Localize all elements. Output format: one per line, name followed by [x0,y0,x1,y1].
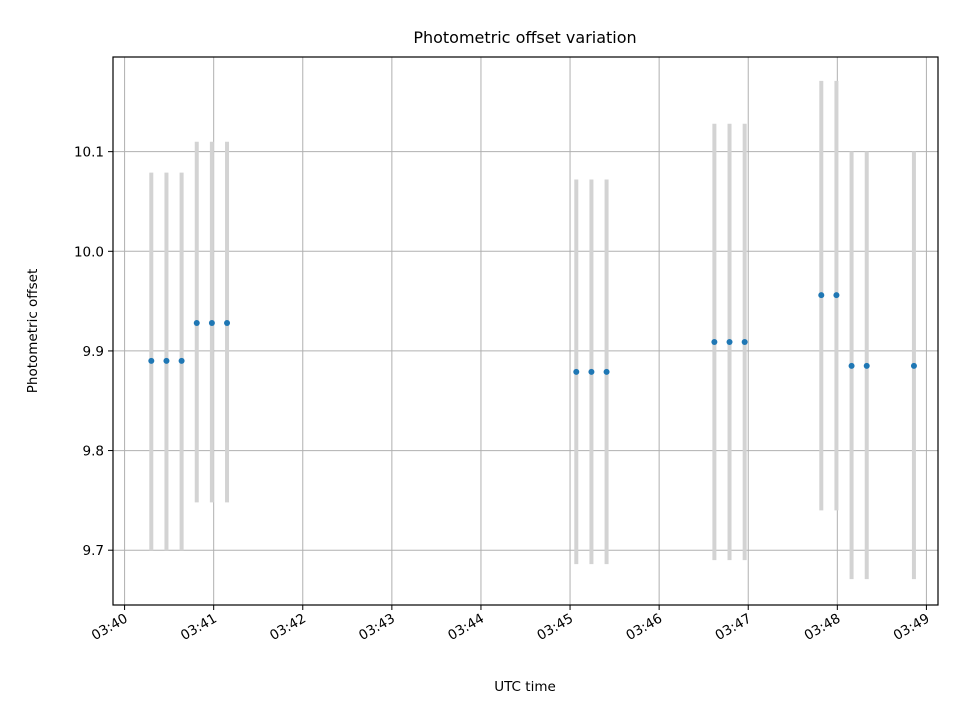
y-tick-label: 9.7 [83,543,104,559]
y-axis-label: Photometric offset [25,269,41,393]
data-point [208,320,215,327]
y-tick-label: 9.8 [83,444,104,460]
data-point [178,357,185,364]
y-tick-label: 10.0 [74,244,104,260]
y-axis-ticks: 9.7 9.8 9.9 10.0 10.1 [74,145,113,559]
data-point [573,368,580,375]
data-point [148,357,155,364]
data-point [588,368,595,375]
data-point [741,338,748,345]
data-point [163,357,170,364]
x-axis-label: UTC time [494,679,556,695]
data-point [603,368,610,375]
data-point [224,320,231,327]
data-point [848,362,855,369]
data-point [711,338,718,345]
data-point [818,292,825,299]
chart-title: Photometric offset variation [413,28,636,47]
grid [113,57,938,605]
data-point [726,338,733,345]
data-point [910,362,917,369]
data-point [863,362,870,369]
y-tick-label: 10.1 [74,145,104,161]
y-tick-label: 9.9 [83,344,104,360]
data-points [148,292,917,375]
data-point [193,320,200,327]
data-point [833,292,840,299]
plot-frame [112,56,939,606]
